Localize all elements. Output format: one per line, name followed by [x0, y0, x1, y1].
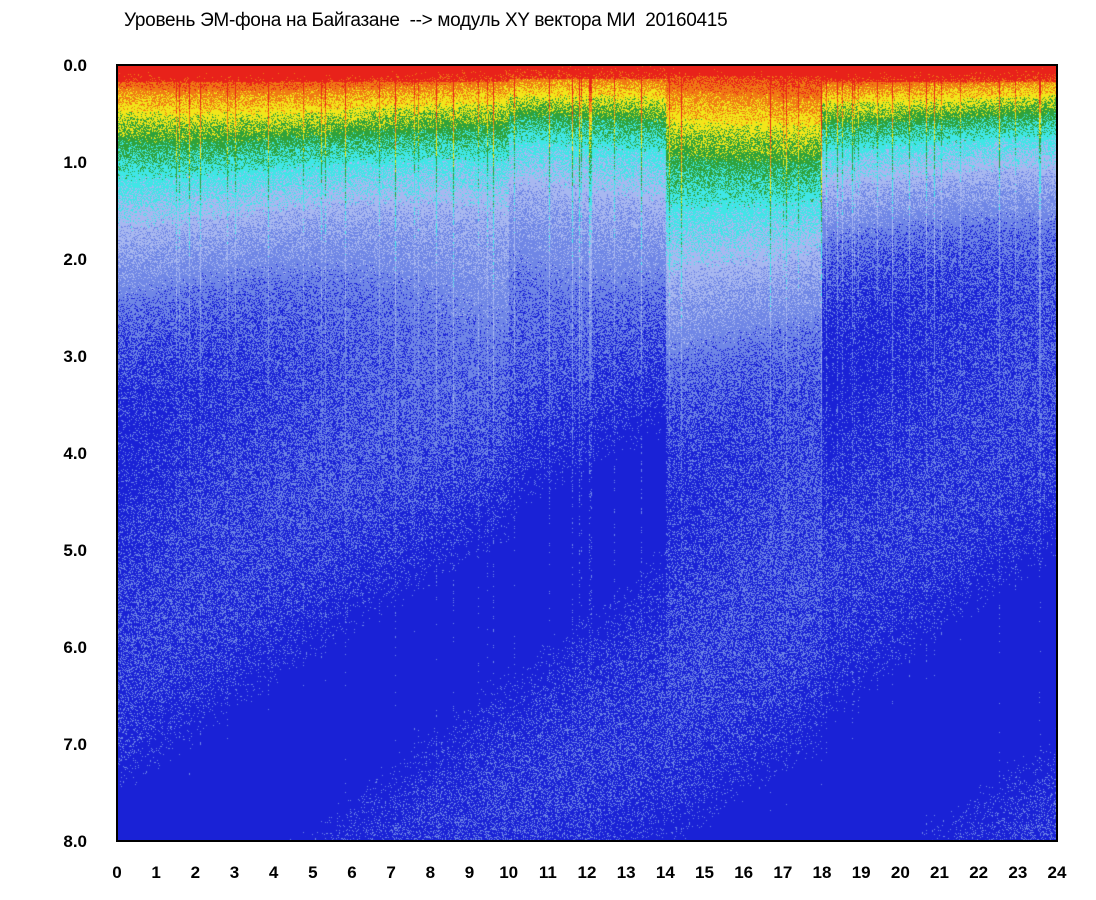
x-tick-label: 0	[112, 863, 121, 882]
x-tick-label: 24	[1048, 863, 1067, 882]
x-tick-label: 23	[1008, 863, 1027, 882]
y-tick-label: 5.0	[63, 541, 87, 560]
x-tick-label: 6	[347, 863, 356, 882]
heatmap-area	[117, 65, 1057, 841]
x-tick-label: 22	[969, 863, 988, 882]
x-tick-label: 16	[734, 863, 753, 882]
heatmap-raster	[117, 65, 1057, 841]
x-tick-label: 5	[308, 863, 317, 882]
y-tick-label: 0.0	[63, 56, 87, 75]
x-tick-label: 3	[230, 863, 239, 882]
x-axis: 0 1 2 3 4 5 6 7 8 9 10 11 12 13 14 15 16 17 18 19 20 21 22 23 24	[112, 863, 1067, 882]
y-tick-label: 2.0	[63, 250, 87, 269]
x-tick-label: 10	[499, 863, 518, 882]
y-tick-label: 4.0	[63, 444, 87, 463]
y-tick-label: 8.0	[63, 832, 87, 851]
y-tick-label: 3.0	[63, 347, 87, 366]
y-tick-label: 1.0	[63, 153, 87, 172]
x-tick-label: 18	[813, 863, 832, 882]
y-axis: 0.0 1.0 2.0 3.0 4.0 5.0 6.0 7.0 8.0	[63, 56, 87, 851]
y-tick-label: 6.0	[63, 638, 87, 657]
x-tick-label: 20	[891, 863, 910, 882]
x-tick-label: 11	[539, 863, 557, 882]
x-tick-label: 13	[617, 863, 636, 882]
chart-title: Уровень ЭМ-фона на Байгазане --> модуль …	[124, 10, 728, 31]
x-tick-label: 15	[695, 863, 714, 882]
x-tick-label: 7	[386, 863, 395, 882]
x-tick-label: 2	[191, 863, 200, 882]
plot-frame	[116, 64, 1058, 842]
x-tick-label: 17	[773, 863, 792, 882]
x-tick-label: 21	[930, 863, 949, 882]
x-tick-label: 1	[151, 863, 160, 882]
x-tick-label: 9	[465, 863, 474, 882]
x-tick-label: 12	[578, 863, 597, 882]
x-tick-label: 14	[656, 863, 675, 882]
x-tick-label: 19	[852, 863, 871, 882]
x-tick-label: 8	[426, 863, 435, 882]
y-tick-label: 7.0	[63, 735, 87, 754]
x-tick-label: 4	[269, 863, 279, 882]
